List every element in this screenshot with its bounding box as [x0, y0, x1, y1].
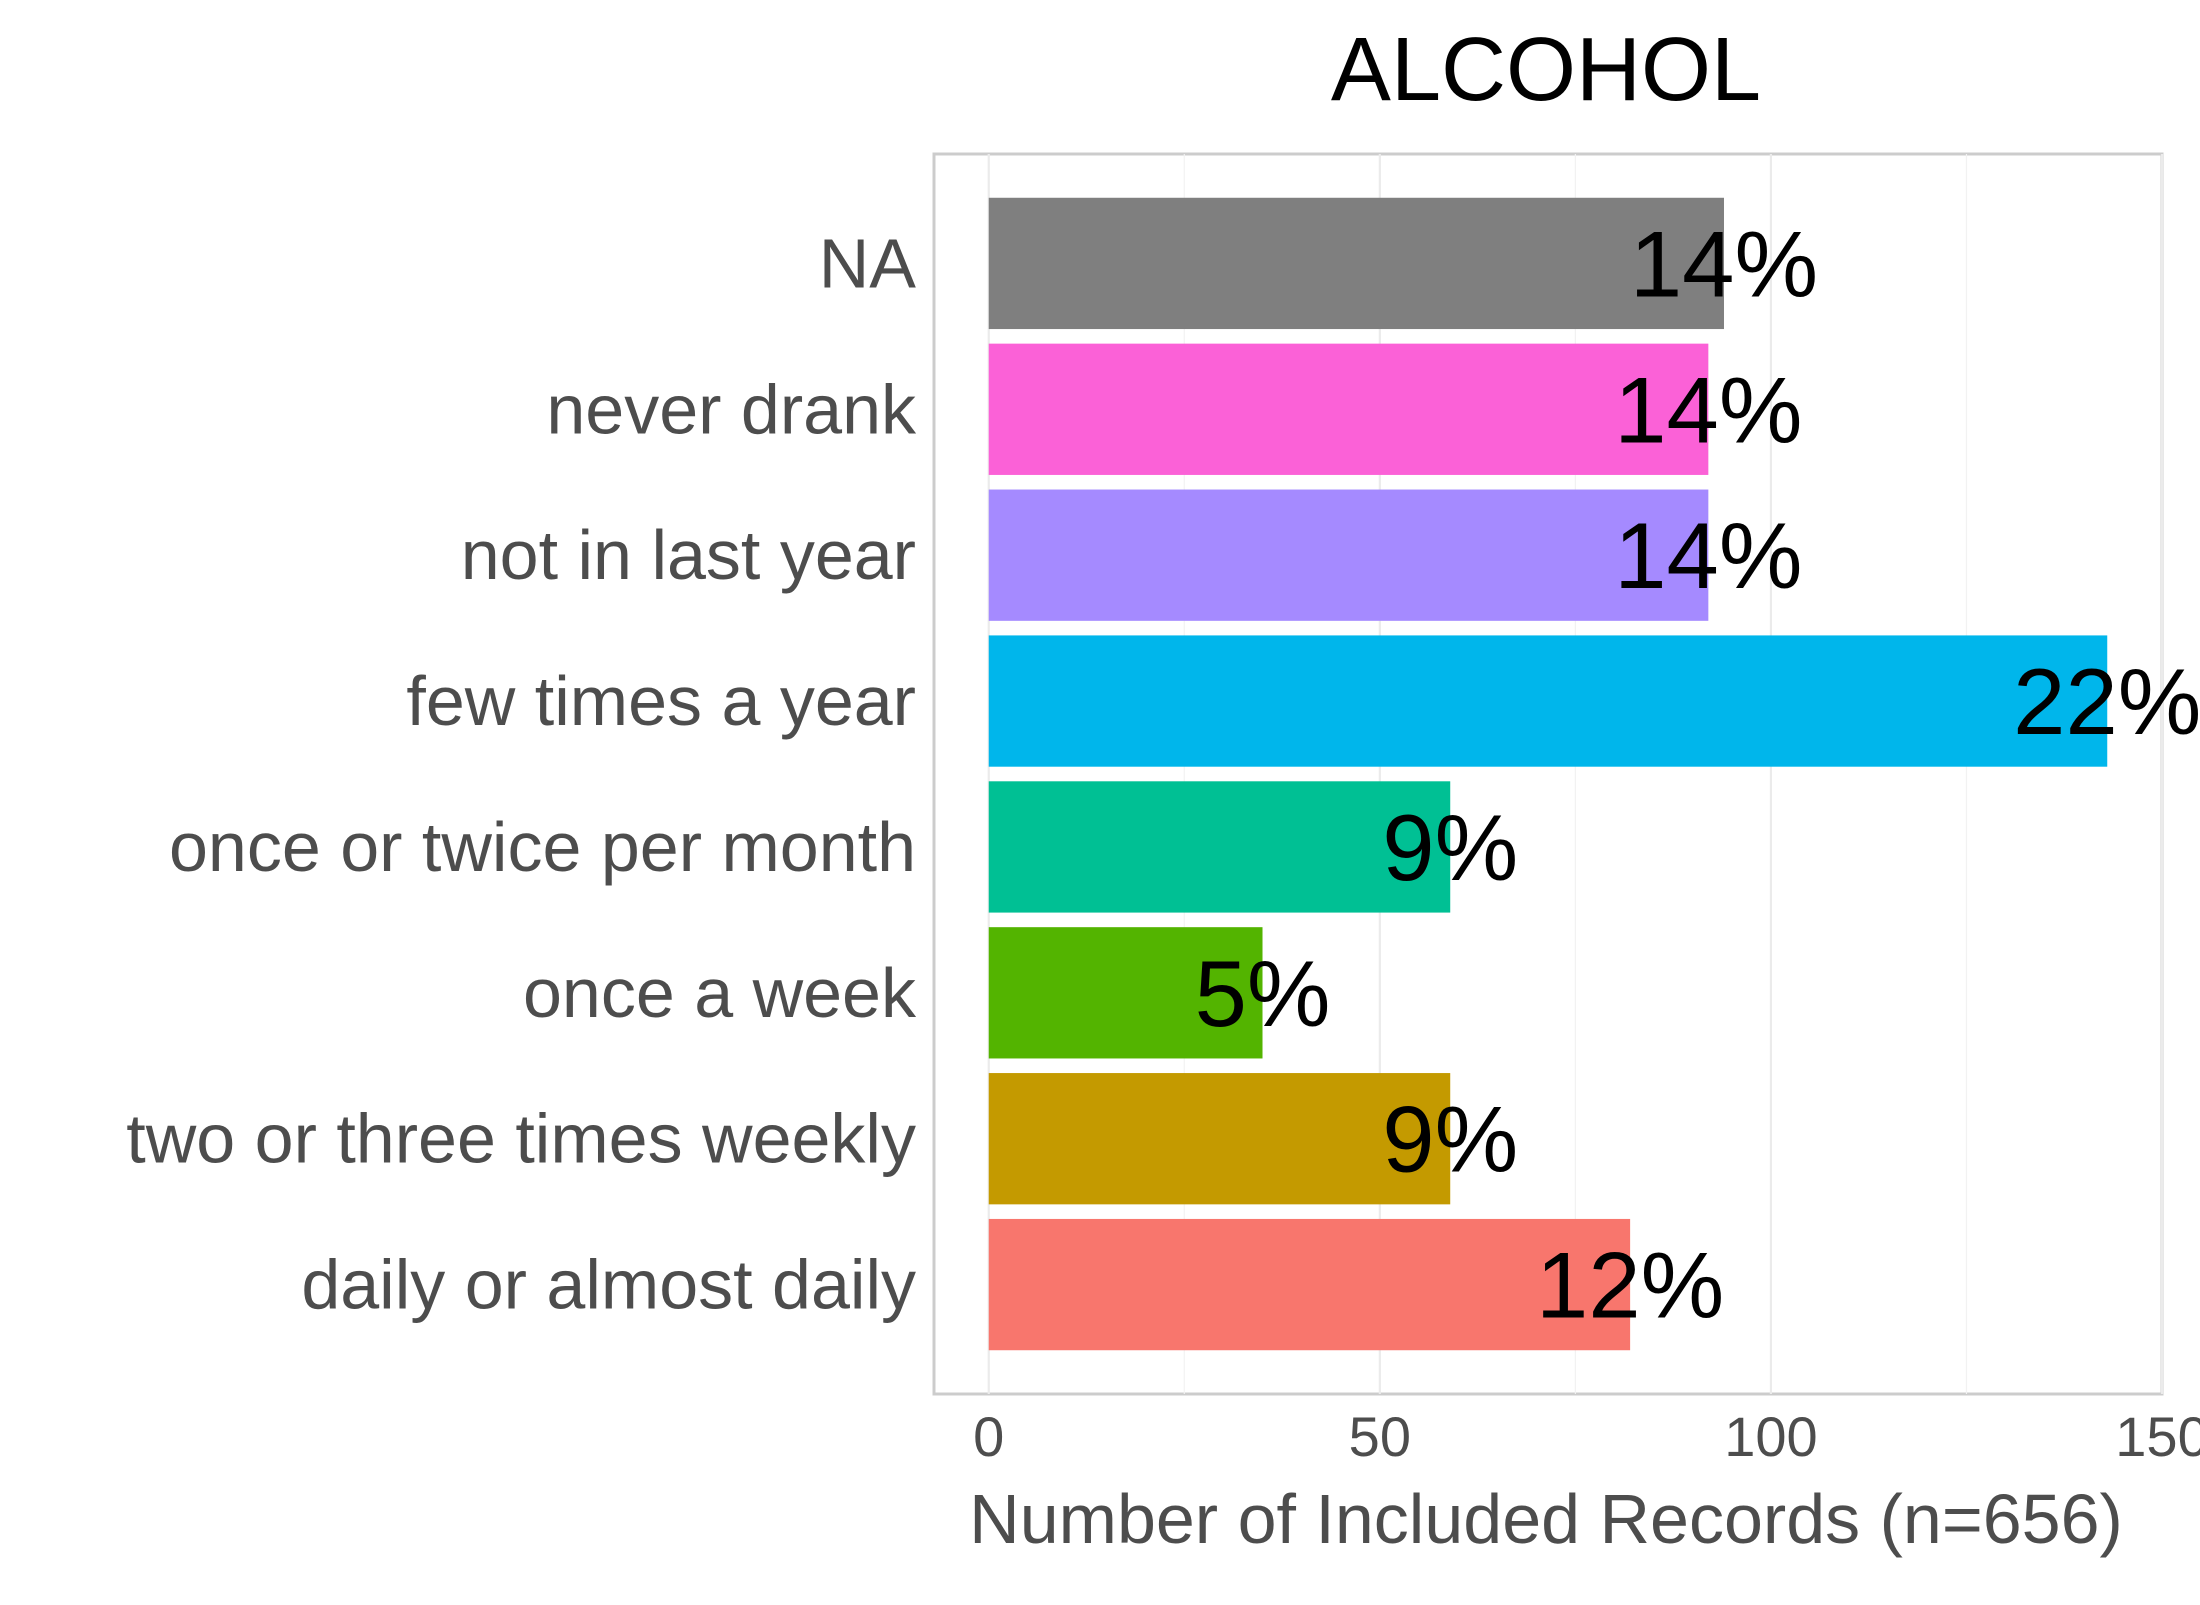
- bar-value-labels: 14%14%14%22%9%5%9%12%: [1195, 211, 2200, 1337]
- category-axis-labels: NA never drank not in last year few times a…: [126, 224, 917, 1323]
- bar-value-label: 9%: [1382, 795, 1518, 900]
- bar: [988, 635, 2108, 767]
- category-label: two or three times weekly: [126, 1100, 916, 1178]
- chart-title: ALCOHOL: [1331, 20, 1761, 120]
- bar: [988, 197, 1724, 330]
- bar: [988, 927, 1263, 1059]
- bar-value-label: 12%: [1536, 1233, 1724, 1338]
- category-label: once a week: [523, 954, 917, 1032]
- gridlines: [987, 154, 2164, 1394]
- bar: [988, 343, 1709, 475]
- category-label: once or twice per month: [169, 808, 916, 886]
- bar-value-label: 14%: [1614, 503, 1802, 608]
- category-label: few times a year: [406, 662, 916, 740]
- bar-value-label: 5%: [1195, 941, 1331, 1046]
- category-label: NA: [819, 224, 917, 302]
- bar-value-label: 14%: [1630, 211, 1818, 316]
- bar-value-label: 9%: [1382, 1087, 1518, 1192]
- bar-value-label: 14%: [1614, 357, 1802, 462]
- category-label: never drank: [546, 370, 917, 448]
- plot-panel-border: [932, 152, 2164, 1396]
- x-axis-tick-labels: 0 50 100 150: [973, 1405, 2200, 1468]
- bar: [988, 781, 1451, 913]
- x-axis-title: Number of Included Records (n=656): [969, 1480, 2123, 1558]
- x-tick-label: 0: [973, 1405, 1004, 1468]
- bar: [988, 489, 1709, 621]
- category-label: daily or almost daily: [301, 1246, 916, 1324]
- x-tick-label: 50: [1349, 1405, 1411, 1468]
- bar-value-label: 22%: [2013, 649, 2200, 754]
- bar: [988, 1218, 1631, 1351]
- category-label: not in last year: [461, 516, 916, 594]
- x-tick-label: 100: [1724, 1405, 1817, 1468]
- bar: [988, 1073, 1451, 1205]
- bars: [988, 197, 2108, 1351]
- x-tick-label: 150: [2115, 1405, 2200, 1468]
